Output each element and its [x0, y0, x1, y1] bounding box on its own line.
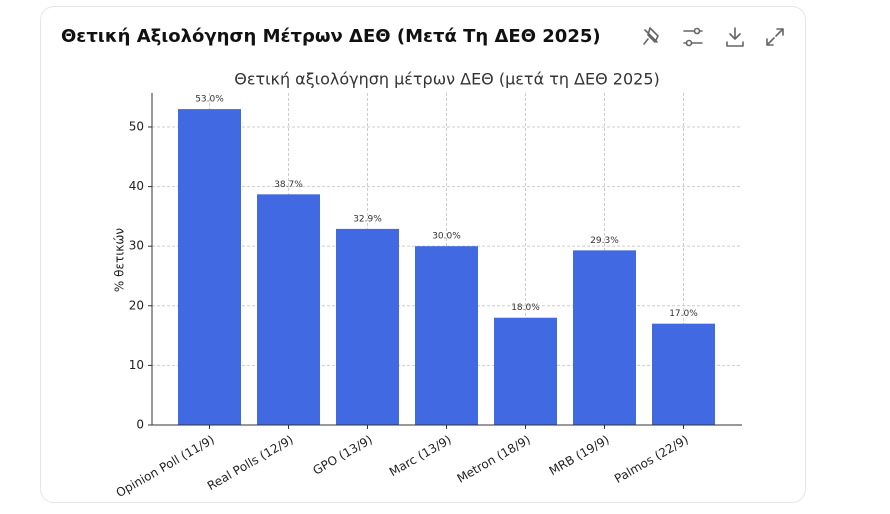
bar: [257, 194, 320, 425]
bar: [178, 109, 241, 426]
x-tick-label: MRB (19/9): [547, 433, 612, 479]
y-tick-label: 20: [129, 298, 144, 312]
value-label: 30.0%: [432, 232, 461, 242]
value-label: 53.0%: [195, 95, 224, 105]
expand-button[interactable]: [766, 28, 784, 46]
bar: [573, 250, 636, 425]
value-label: 32.9%: [353, 214, 382, 224]
bar: [336, 228, 399, 425]
settings-button[interactable]: [683, 27, 703, 47]
x-tick-label: Opinion Poll (11/9): [114, 433, 217, 501]
chart-card: Θετική Αξιολόγηση Μέτρων ΔΕΘ (Μετά Τη ΔΕ…: [40, 6, 806, 503]
x-tick-label: Marc (13/9): [387, 433, 454, 480]
x-tick-label: Real Polls (12/9): [205, 433, 296, 494]
value-label: 18.0%: [511, 303, 540, 313]
value-label: 38.7%: [274, 180, 303, 190]
card-title: Θετική Αξιολόγηση Μέτρων ΔΕΘ (Μετά Τη ΔΕ…: [61, 26, 601, 47]
bar: [415, 246, 478, 425]
y-axis-label: % θετικών: [113, 228, 127, 292]
value-label: 17.0%: [669, 309, 698, 319]
y-tick-label: 50: [129, 119, 144, 133]
x-tick-label: GPO (13/9): [310, 433, 374, 478]
pin-button[interactable]: [643, 27, 659, 45]
y-tick-label: 0: [136, 418, 144, 432]
x-tick-label: Palmos (22/9): [612, 433, 691, 487]
bar: [652, 323, 715, 425]
y-tick-label: 30: [129, 239, 144, 253]
y-tick-label: 40: [129, 179, 144, 193]
value-label: 29.3%: [590, 236, 619, 246]
y-tick-label: 10: [129, 358, 144, 372]
bar: [494, 317, 557, 425]
x-tick-label: Metron (18/9): [455, 433, 533, 486]
download-button[interactable]: [726, 27, 744, 47]
chart-title: Θετική αξιολόγηση μέτρων ΔΕΘ (μετά τη ΔΕ…: [234, 70, 660, 89]
